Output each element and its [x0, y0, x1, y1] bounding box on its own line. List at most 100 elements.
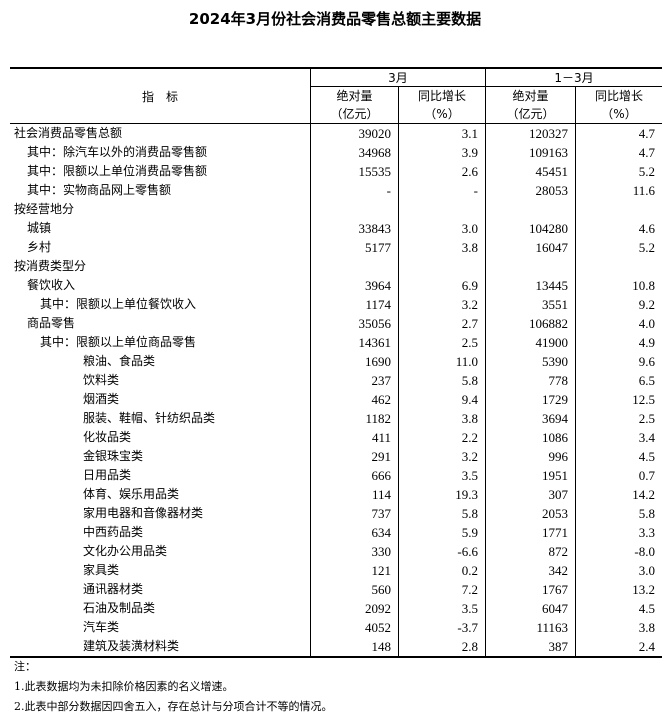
q1-absolute: 6047 [485, 599, 576, 618]
q1-growth: 5.8 [575, 504, 662, 523]
q1-growth: 9.2 [575, 295, 662, 314]
table-row: 体育、娱乐用品类 114 19.3 307 14.2 [10, 485, 662, 504]
q1-growth: 11.6 [575, 181, 662, 200]
march-growth: 3.5 [398, 599, 486, 618]
march-absolute: 737 [310, 504, 399, 523]
row-label: 中西药品类 [83, 525, 144, 539]
q1-growth: 4.7 [575, 123, 662, 143]
march-growth: 3.1 [398, 123, 486, 143]
march-growth: 3.9 [398, 143, 486, 162]
march-absolute: 1174 [310, 295, 399, 314]
table-row: 粮油、食品类 1690 11.0 5390 9.6 [10, 352, 662, 371]
row-label: 其中：实物商品网上零售额 [27, 183, 172, 197]
note-1: 1.此表数据均为未扣除价格因素的名义增速。 [14, 680, 234, 693]
row-label: 其中：限额以上单位商品零售 [40, 335, 197, 349]
march-growth: 2.2 [398, 428, 486, 447]
q1-absolute [485, 257, 576, 276]
march-growth: 3.2 [398, 295, 486, 314]
q1-growth: 4.9 [575, 333, 662, 352]
march-absolute: 411 [310, 428, 399, 447]
q1-absolute: 1767 [485, 580, 576, 599]
q1-absolute: 342 [485, 561, 576, 580]
march-growth: 2.7 [398, 314, 486, 333]
row-label: 城镇 [27, 221, 52, 235]
march-growth: 5.9 [398, 523, 486, 542]
row-label: 其中：限额以上单位消费品零售额 [27, 164, 208, 178]
march-growth: - [398, 181, 486, 200]
march-abs-header: 绝对量 [310, 86, 399, 105]
march-absolute: 1182 [310, 409, 399, 428]
march-absolute: 560 [310, 580, 399, 599]
table-row: 汽车类 4052 -3.7 11163 3.8 [10, 618, 662, 637]
march-absolute: 634 [310, 523, 399, 542]
row-label: 乡村 [27, 240, 52, 254]
q1-abs-unit: （亿元） [485, 105, 576, 124]
q1-absolute: 13445 [485, 276, 576, 295]
note-2: 2.此表中部分数据因四舍五入，存在总计与分项合计不等的情况。 [14, 700, 333, 713]
march-absolute: 3964 [310, 276, 399, 295]
march-growth: 2.6 [398, 162, 486, 181]
march-absolute: 330 [310, 542, 399, 561]
period-q1-header: 1－3月 [485, 68, 662, 87]
q1-abs-header: 绝对量 [485, 86, 576, 105]
march-absolute: 291 [310, 447, 399, 466]
row-label: 金银珠宝类 [83, 449, 144, 463]
march-growth: 5.8 [398, 371, 486, 390]
row-label: 建筑及装潢材料类 [83, 639, 180, 653]
q1-growth: 6.5 [575, 371, 662, 390]
row-label: 烟酒类 [83, 392, 120, 406]
march-absolute: 4052 [310, 618, 399, 637]
row-label: 家用电器和音像器材类 [83, 506, 204, 520]
march-growth [398, 200, 486, 219]
q1-growth: 3.4 [575, 428, 662, 447]
row-label: 通讯器材类 [83, 582, 144, 596]
march-absolute: 33843 [310, 219, 399, 238]
table-row: 商品零售 35056 2.7 106882 4.0 [10, 314, 662, 333]
q1-growth: 5.2 [575, 238, 662, 257]
q1-absolute: 387 [485, 637, 576, 657]
q1-absolute: 3694 [485, 409, 576, 428]
q1-absolute: 41900 [485, 333, 576, 352]
q1-absolute: 996 [485, 447, 576, 466]
q1-growth: 12.5 [575, 390, 662, 409]
table-row: 家用电器和音像器材类 737 5.8 2053 5.8 [10, 504, 662, 523]
q1-absolute: 778 [485, 371, 576, 390]
march-absolute: 2092 [310, 599, 399, 618]
q1-absolute: 120327 [485, 123, 576, 143]
march-absolute: 39020 [310, 123, 399, 143]
q1-absolute: 104280 [485, 219, 576, 238]
march-absolute: 666 [310, 466, 399, 485]
row-label: 文化办公用品类 [83, 544, 168, 558]
table-row: 按消费类型分 [10, 257, 662, 276]
march-growth: 11.0 [398, 352, 486, 371]
march-growth: 3.8 [398, 238, 486, 257]
table-row: 烟酒类 462 9.4 1729 12.5 [10, 390, 662, 409]
table-row: 服装、鞋帽、针纺织品类 1182 3.8 3694 2.5 [10, 409, 662, 428]
q1-absolute: 1771 [485, 523, 576, 542]
q1-growth-unit: （%） [575, 105, 662, 124]
march-absolute: 34968 [310, 143, 399, 162]
q1-growth: 4.5 [575, 447, 662, 466]
march-absolute: 121 [310, 561, 399, 580]
march-growth: 9.4 [398, 390, 486, 409]
table-row: 餐饮收入 3964 6.9 13445 10.8 [10, 276, 662, 295]
q1-absolute: 16047 [485, 238, 576, 257]
q1-absolute [485, 200, 576, 219]
march-growth: 2.8 [398, 637, 486, 657]
notes: 注： 1.此表数据均为未扣除价格因素的名义增速。 2.此表中部分数据因四舍五入，… [14, 657, 333, 717]
table-row: 金银珠宝类 291 3.2 996 4.5 [10, 447, 662, 466]
march-absolute: 114 [310, 485, 399, 504]
q1-growth: 4.5 [575, 599, 662, 618]
row-label: 餐饮收入 [27, 278, 76, 292]
march-growth: -3.7 [398, 618, 486, 637]
table-row: 家具类 121 0.2 342 3.0 [10, 561, 662, 580]
march-growth: 19.3 [398, 485, 486, 504]
table-row: 其中：限额以上单位消费品零售额 15535 2.6 45451 5.2 [10, 162, 662, 181]
row-label: 饮料类 [83, 373, 120, 387]
q1-absolute: 109163 [485, 143, 576, 162]
q1-growth: 9.6 [575, 352, 662, 371]
march-growth: -6.6 [398, 542, 486, 561]
march-absolute: 15535 [310, 162, 399, 181]
q1-absolute: 11163 [485, 618, 576, 637]
march-growth: 6.9 [398, 276, 486, 295]
